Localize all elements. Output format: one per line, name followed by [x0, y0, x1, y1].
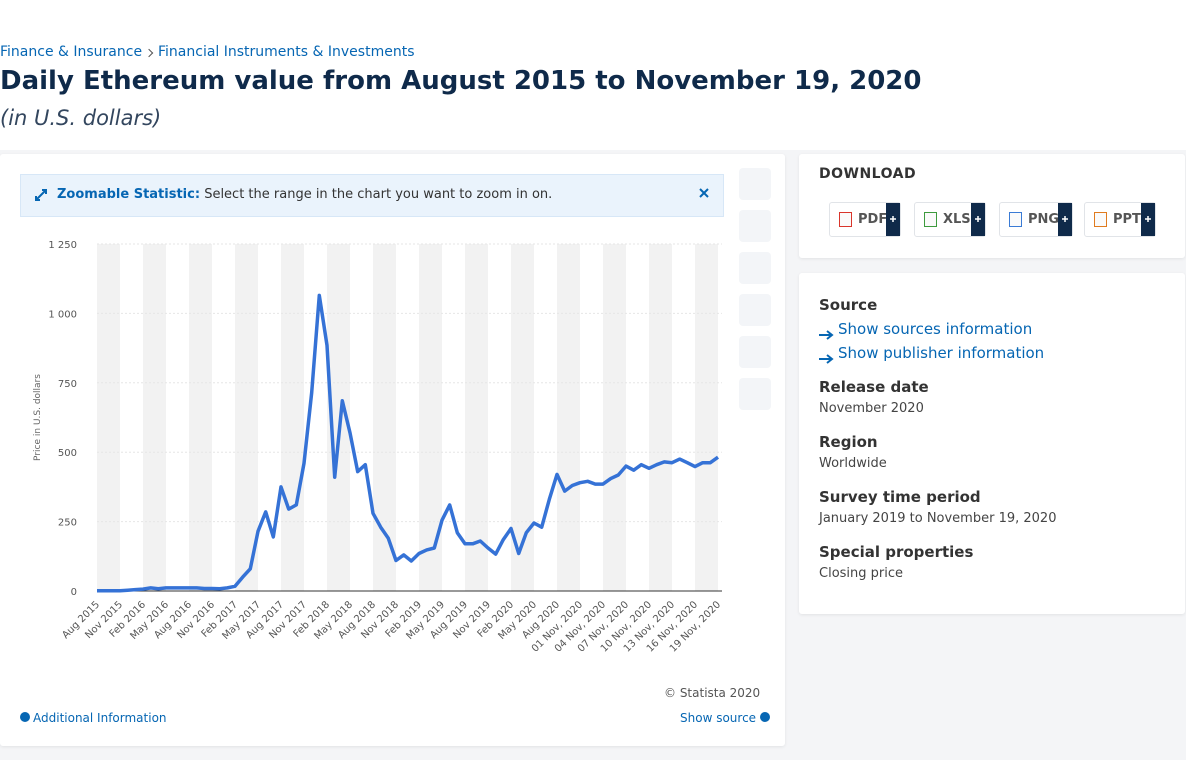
share-button[interactable] — [739, 294, 771, 326]
print-button[interactable] — [739, 378, 771, 410]
detail-value: January 2019 to November 19, 2020 — [819, 511, 1057, 526]
column-band — [327, 244, 350, 591]
favorite-button[interactable] — [739, 168, 771, 200]
format-label[interactable]: PNG — [1028, 212, 1060, 227]
plus-button[interactable] — [886, 203, 900, 236]
download-button[interactable]: PNG — [999, 202, 1073, 237]
page-title: Daily Ethereum value from August 2015 to… — [0, 66, 922, 96]
download-button[interactable]: XLS — [914, 202, 986, 237]
column-band — [419, 244, 442, 591]
additional-info-text[interactable]: Additional Information — [33, 711, 167, 725]
chart: 0 250 500 750 1 000 1 250 Price in U.S. dollar… — [33, 240, 723, 655]
notice-text: Select the range in the chart you want t… — [204, 187, 553, 202]
y-tick-label: 500 — [58, 448, 77, 459]
arrow-icon — [819, 349, 835, 368]
arrow-icon — [819, 325, 835, 344]
detail-value: Closing price — [819, 566, 904, 581]
column-band — [603, 244, 626, 591]
format-label[interactable]: PDF — [858, 212, 888, 227]
format-label[interactable]: PPT — [1113, 212, 1141, 227]
column-band — [695, 244, 718, 591]
detail-label: Release date — [819, 378, 929, 396]
detail-value: November 2020 — [819, 401, 924, 416]
plus-button[interactable] — [1058, 203, 1072, 236]
plus-icon — [1145, 216, 1151, 222]
show-source[interactable]: Show source — [680, 711, 771, 725]
arrow — [819, 354, 834, 364]
detail-label: Region — [819, 433, 878, 451]
plus-button[interactable] — [971, 203, 985, 236]
column-band — [557, 244, 580, 591]
detail-label: Special properties — [819, 543, 974, 561]
column-band — [649, 244, 672, 591]
download-button[interactable]: PDF — [829, 202, 901, 237]
expand-icon — [35, 189, 47, 201]
download-button[interactable]: PPT — [1084, 202, 1156, 237]
settings-button[interactable] — [739, 252, 771, 284]
column-band — [465, 244, 488, 591]
file-icon — [1094, 212, 1107, 227]
cite-button[interactable] — [739, 336, 771, 368]
source-label: Source — [819, 296, 878, 314]
arrow — [819, 330, 834, 340]
column-band — [143, 244, 166, 591]
header — [0, 0, 1186, 150]
format-label[interactable]: XLS — [943, 212, 971, 227]
page-subtitle: (in U.S. dollars) — [0, 106, 162, 130]
alert-button[interactable] — [739, 210, 771, 242]
column-band — [281, 244, 304, 591]
file-icon — [924, 212, 937, 227]
info-link[interactable]: Show publisher information — [838, 344, 1045, 362]
plus-button[interactable] — [1141, 203, 1155, 236]
column-band — [373, 244, 396, 591]
column-band — [511, 244, 534, 591]
y-tick-label: 0 — [71, 587, 77, 598]
download-title: DOWNLOAD — [819, 166, 917, 182]
y-tick-label: 250 — [58, 518, 77, 529]
show-source-text[interactable]: Show source — [680, 711, 757, 725]
plus-icon — [1062, 216, 1068, 222]
detail-value: Worldwide — [819, 456, 887, 471]
zoom-notice: Zoomable Statistic: Select the range in … — [20, 174, 724, 217]
plus-icon — [975, 216, 981, 222]
y-tick-label: 1 250 — [48, 240, 77, 251]
column-band — [235, 244, 258, 591]
close[interactable] — [699, 188, 709, 198]
notice-label: Zoomable Statistic: — [57, 187, 201, 202]
additional-info[interactable]: Additional Information — [20, 711, 167, 725]
file-icon — [1009, 212, 1022, 227]
detail-label: Survey time period — [819, 488, 981, 506]
file-icon — [839, 212, 852, 227]
breadcrumb[interactable]: Financial Instruments & Investments — [158, 44, 415, 60]
breadcrumb[interactable]: Finance & Insurance — [0, 44, 143, 60]
y-tick-label: 750 — [58, 379, 77, 390]
info-link[interactable]: Show sources information — [838, 320, 1033, 338]
column-band — [97, 244, 120, 591]
plus-icon — [890, 216, 896, 222]
column-band — [189, 244, 212, 591]
credit: © Statista 2020 — [664, 686, 761, 700]
y-axis-label: Price in U.S. dollars — [33, 374, 43, 461]
line-series — [97, 293, 720, 593]
info-panel — [799, 273, 1185, 614]
y-tick-label: 1 000 — [48, 309, 77, 320]
